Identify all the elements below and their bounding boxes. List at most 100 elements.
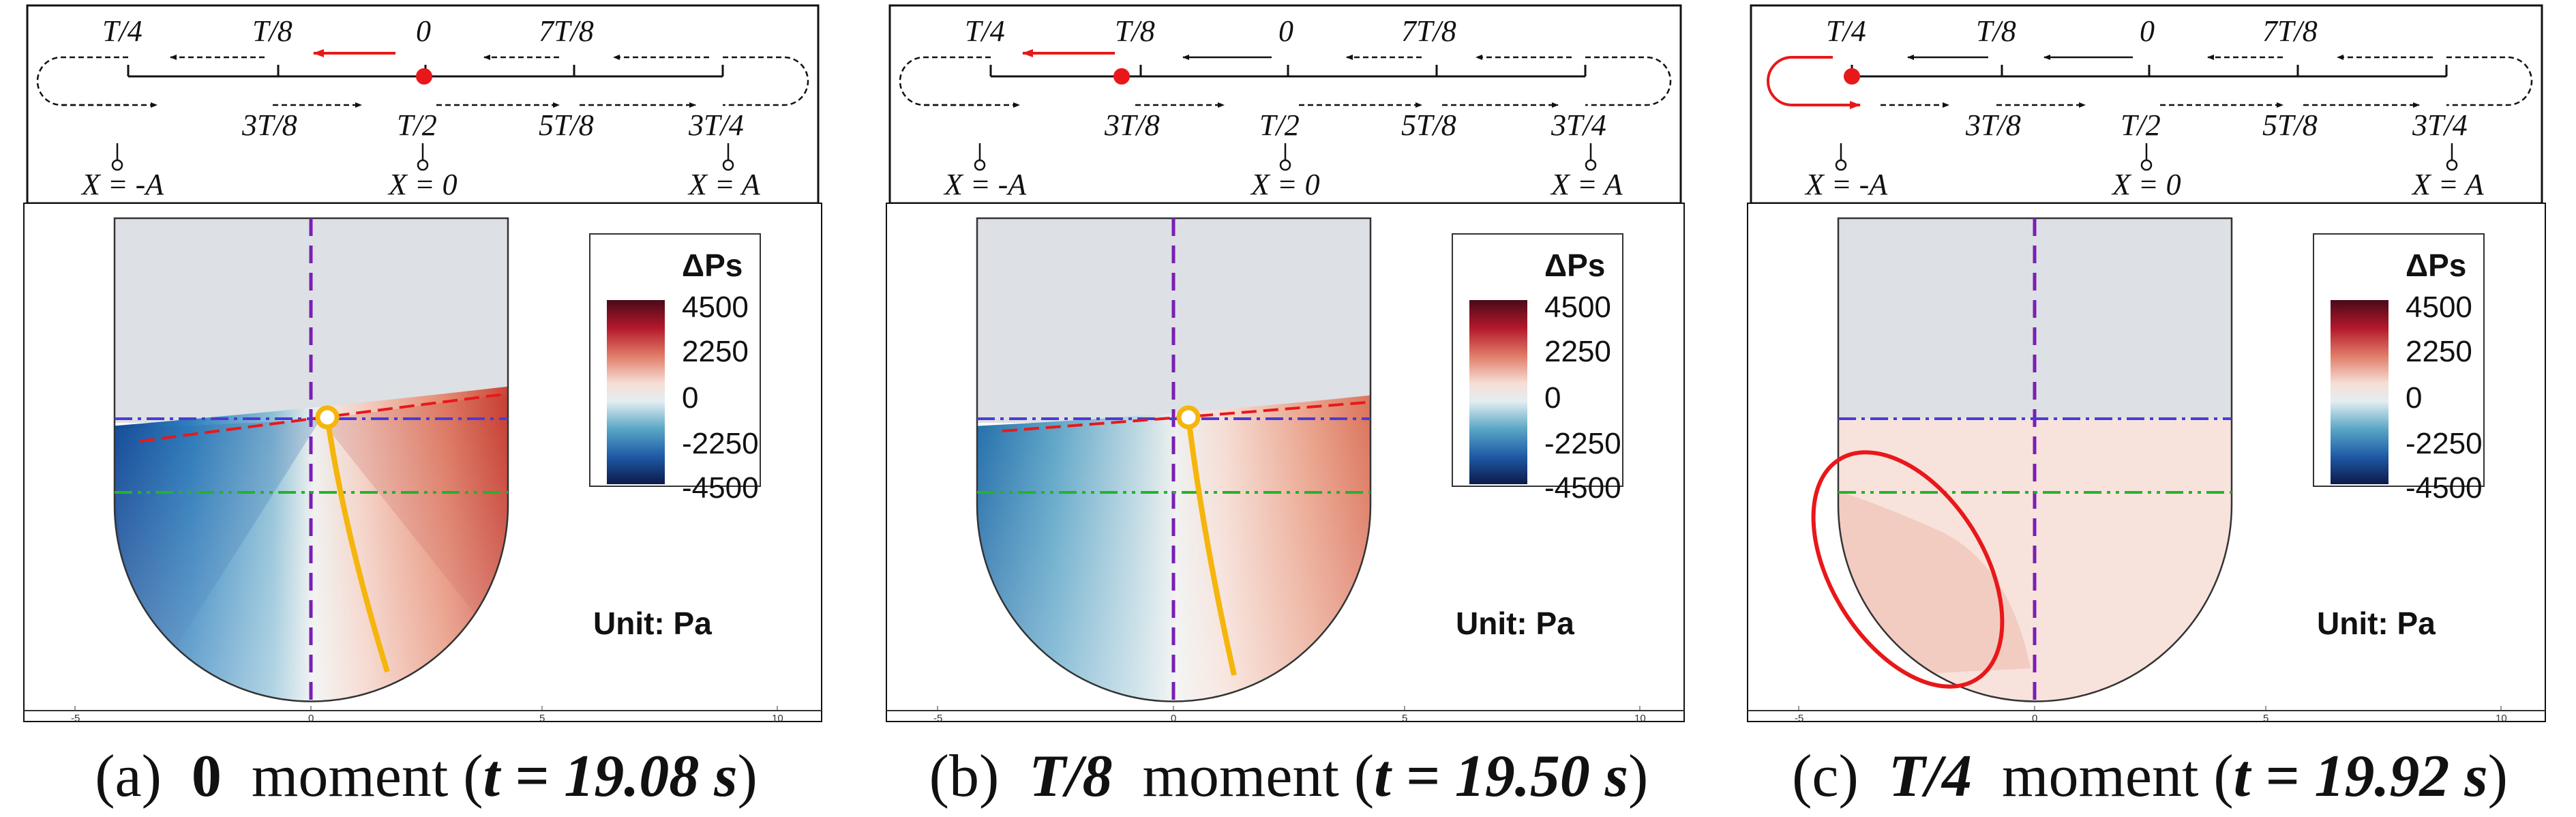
schedule-label-7t8: 7T/8 (539, 14, 594, 48)
panel-caption: (b) T/8 moment (t = 19.50 s) (929, 743, 1649, 809)
schedule-label-t8: T/8 (1976, 14, 2016, 48)
schedule-label-t4: T/4 (965, 14, 1005, 48)
motion-schedule: T/4 T/8 0 7T/8 3T/8 T/2 5T/8 3T/4 X = -A… (26, 4, 820, 205)
panel-moment: T/8 (1029, 743, 1113, 809)
schedule-label-5t8: 5T/8 (1401, 108, 1456, 142)
panel-time: t = 19.92 s (2233, 743, 2488, 809)
legend-title: ΔPs (2406, 248, 2466, 283)
motion-schedule: T/4 T/8 0 7T/8 3T/8 T/2 5T/8 3T/4 X = -A… (1750, 4, 2543, 205)
x-tick: 0 (2032, 713, 2037, 723)
x-axis: -5 0 5 10 (886, 706, 1684, 723)
position-zero: X = 0 (387, 168, 458, 201)
schedule-label-t2: T/2 (2121, 108, 2161, 142)
probe-point-marker (315, 405, 340, 430)
x-tick: 5 (539, 713, 545, 723)
schedule-label-3t4: 3T/4 (2412, 108, 2468, 142)
x-tick: -5 (71, 713, 80, 723)
schedule-label-7t8: 7T/8 (2262, 14, 2318, 48)
legend-tick-4500: 4500 (1544, 291, 1611, 324)
legend-tick-2250: 2250 (2406, 335, 2472, 368)
schedule-label-7t8: 7T/8 (1401, 14, 1456, 48)
schedule-label-0: 0 (416, 14, 431, 48)
probe-point-marker (1176, 405, 1201, 430)
position-zero: X = 0 (1250, 168, 1320, 201)
schedule-label-3t8: 3T/8 (1965, 108, 2021, 142)
panel-letter: (a) (95, 743, 162, 809)
schedule-label-t4: T/4 (102, 14, 143, 48)
x-tick: 5 (2263, 713, 2268, 723)
legend-tick-neg-4500: -4500 (682, 471, 759, 505)
legend-tick-neg-2250: -2250 (2406, 427, 2483, 460)
streamline (1186, 417, 1237, 676)
position-pos-a: X = A (687, 168, 761, 201)
unit-label: Unit: Pa (593, 606, 712, 641)
legend-title: ΔPs (682, 248, 743, 283)
streamline (325, 417, 390, 673)
legend-tick-neg-2250: -2250 (682, 427, 759, 460)
motion-schedule: T/4 T/8 0 7T/8 3T/8 T/2 5T/8 3T/4 X = -A… (888, 4, 1682, 205)
panel-time: t = 19.50 s (1374, 743, 1629, 809)
panel-letter: (c) (1792, 743, 1859, 809)
x-tick: 10 (2496, 713, 2507, 723)
tank-position-marker (1113, 68, 1130, 85)
schedule-label-3t8: 3T/8 (241, 108, 297, 142)
tank-position-marker (416, 68, 432, 85)
schedule-label-5t8: 5T/8 (2262, 108, 2318, 142)
legend-tick-neg-4500: -4500 (1544, 471, 1621, 505)
panel-a: T/4 T/8 0 7T/8 3T/8 T/2 5T/8 3T/4 X = -A… (0, 0, 852, 817)
schedule-label-5t8: 5T/8 (539, 108, 594, 142)
colorbar-legend: ΔPs 4500 2250 0 -2250 -4500 (589, 233, 761, 505)
schedule-label-t2: T/2 (397, 108, 437, 142)
unit-label: Unit: Pa (2317, 606, 2436, 641)
x-tick: 5 (1402, 713, 1407, 723)
panel-time: t = 19.08 s (483, 743, 738, 809)
legend-tick-2250: 2250 (1544, 335, 1611, 368)
x-tick: 0 (1171, 713, 1176, 723)
schedule-label-0: 0 (2140, 14, 2155, 48)
legend-tick-neg-4500: -4500 (2406, 471, 2483, 505)
x-tick: 10 (772, 713, 783, 723)
schedule-label-t2: T/2 (1259, 108, 1300, 142)
position-neg-a: X = -A (1804, 168, 1888, 201)
x-tick: -5 (1795, 713, 1803, 723)
panel-c: T/4 T/8 0 7T/8 3T/8 T/2 5T/8 3T/4 X = -A… (1724, 0, 2576, 817)
legend-tick-0: 0 (2406, 381, 2422, 415)
panel-letter: (b) (929, 743, 1000, 809)
colorbar-legend: ΔPs 4500 2250 0 -2250 -4500 (2313, 233, 2485, 505)
legend-tick-0: 0 (1544, 381, 1561, 415)
legend-tick-4500: 4500 (2406, 291, 2472, 324)
schedule-label-t4: T/4 (1826, 14, 1866, 48)
panel-caption: (a) 0 moment (t = 19.08 s) (95, 743, 758, 809)
legend-tick-4500: 4500 (682, 291, 749, 324)
x-tick: 0 (308, 713, 314, 723)
panel-moment: 0 (191, 743, 222, 809)
x-tick: -5 (933, 713, 942, 723)
schedule-label-t8: T/8 (1115, 14, 1155, 48)
motion-direction-arrow (1767, 56, 1861, 109)
position-neg-a: X = -A (943, 168, 1027, 201)
x-tick: 10 (1634, 713, 1646, 723)
panel-caption: (c) T/4 moment (t = 19.92 s) (1792, 743, 2508, 809)
legend-tick-0: 0 (682, 381, 698, 415)
legend-tick-2250: 2250 (682, 335, 749, 368)
schedule-label-t8: T/8 (252, 14, 293, 48)
x-axis: -5 0 5 10 (1748, 706, 2545, 723)
panel-b: T/4 T/8 0 7T/8 3T/8 T/2 5T/8 3T/4 X = -A… (863, 0, 1715, 817)
unit-label: Unit: Pa (1456, 606, 1574, 641)
panel-moment: T/4 (1888, 743, 1972, 809)
tank-contour-field (113, 217, 509, 702)
schedule-label-3t8: 3T/8 (1104, 108, 1160, 142)
schedule-label-3t4: 3T/4 (688, 108, 744, 142)
schedule-label-0: 0 (1278, 14, 1293, 48)
x-axis: -5 0 5 10 (24, 706, 822, 723)
position-zero: X = 0 (2111, 168, 2181, 201)
schedule-label-3t4: 3T/4 (1551, 108, 1606, 142)
legend-tick-neg-2250: -2250 (1544, 427, 1621, 460)
position-pos-a: X = A (1550, 168, 1623, 201)
position-neg-a: X = -A (80, 168, 164, 201)
tank-position-marker (1844, 68, 1860, 85)
colorbar-legend: ΔPs 4500 2250 0 -2250 -4500 (1452, 233, 1623, 505)
legend-title: ΔPs (1544, 248, 1605, 283)
highlight-ellipse (1811, 450, 2005, 689)
position-pos-a: X = A (2411, 168, 2485, 201)
